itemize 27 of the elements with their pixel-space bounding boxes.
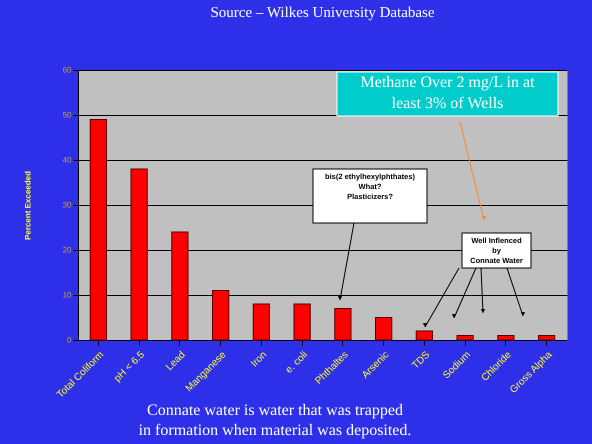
text: Connate water is water that was trapped in formation when material was deposited.	[138, 402, 412, 439]
bar	[416, 330, 434, 340]
y-tick-label: 0	[67, 336, 72, 344]
y-tick-label: 10	[62, 290, 72, 300]
bar	[252, 304, 270, 340]
bar	[456, 335, 474, 340]
bar	[374, 317, 392, 340]
x-tick-label: TDS	[410, 349, 432, 372]
bar	[130, 168, 148, 340]
bar	[171, 232, 189, 340]
y-tick-label: 50	[62, 110, 72, 120]
bar	[334, 308, 352, 340]
bar	[497, 335, 515, 340]
x-tick-label: pH < 6.5	[112, 349, 148, 384]
bar	[212, 290, 230, 340]
bar	[90, 119, 108, 340]
y-tick-label: 40	[62, 156, 72, 164]
annotation: Methane Over 2 mg/L in at least 3% of Wells	[360, 74, 536, 112]
bar	[538, 335, 556, 340]
bar	[293, 304, 311, 340]
x-tick-label: e. coli	[284, 350, 310, 376]
chart-title: Source – Wilkes University Database	[210, 5, 435, 21]
y-axis-title: Percent Exceeded	[24, 170, 33, 240]
x-tick-label: Iron	[249, 350, 270, 370]
y-tick-label: 60	[62, 66, 72, 74]
y-tick-label: 30	[62, 200, 72, 210]
y-tick-label: 20	[62, 246, 72, 254]
